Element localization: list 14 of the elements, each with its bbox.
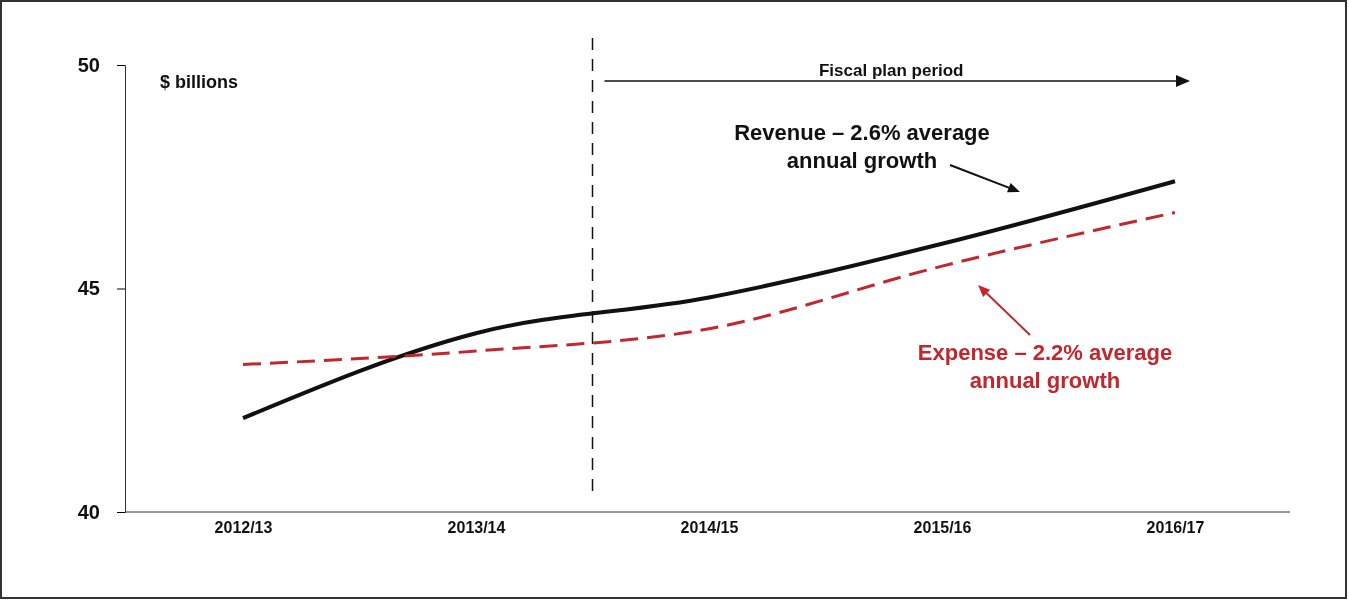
x-tick-label: 2016/17 [1146, 519, 1205, 536]
y-axis-title: $ billions [160, 72, 239, 92]
line-series [241, 179, 1177, 421]
x-tick-label: 2014/15 [680, 519, 739, 536]
x-tick-label: 2012/13 [214, 519, 273, 536]
y-tick-label: 40 [77, 500, 100, 523]
y-tick-label: 45 [77, 277, 100, 300]
annotation: Expense – 2.2% average annual growth [917, 340, 1173, 393]
x-tick-label: 2015/16 [913, 519, 972, 536]
annotation: Revenue – 2.6% average annual growth [734, 120, 990, 173]
line-series [241, 211, 1177, 366]
x-tick-label: 2013/14 [447, 519, 506, 536]
annotation: Fiscal plan period [818, 61, 964, 80]
y-tick-label: 50 [77, 53, 100, 76]
